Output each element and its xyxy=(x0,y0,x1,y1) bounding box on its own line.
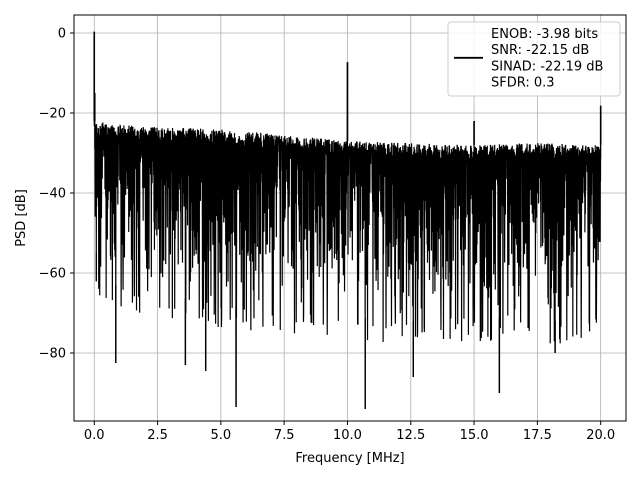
y-tick-label: −20 xyxy=(39,107,66,122)
x-tick-label: 0.0 xyxy=(84,428,105,443)
x-tick-label: 5.0 xyxy=(211,428,232,443)
y-tick-label: −40 xyxy=(39,187,66,202)
x-tick-label: 2.5 xyxy=(147,428,168,443)
y-tick-label: 0 xyxy=(58,27,66,42)
y-axis-label: PSD [dB] xyxy=(14,189,29,247)
x-axis-label: Frequency [MHz] xyxy=(295,451,404,466)
legend: ENOB: -3.98 bits SNR: -22.15 dB SINAD: -22… xyxy=(447,21,621,97)
x-tick-label: 10.0 xyxy=(333,428,362,443)
legend-entry-label: ENOB: -3.98 bits SNR: -22.15 dB SINAD: -22… xyxy=(491,27,603,91)
y-tick-label: −80 xyxy=(39,347,66,362)
y-axis-ticks: 0 −20 −40 −60 −80 xyxy=(39,27,74,362)
y-tick-label: −60 xyxy=(39,267,66,282)
x-tick-label: 15.0 xyxy=(460,428,489,443)
x-tick-label: 12.5 xyxy=(396,428,425,443)
x-tick-label: 20.0 xyxy=(586,428,615,443)
x-tick-label: 7.5 xyxy=(274,428,295,443)
legend-box xyxy=(447,21,621,97)
axes-frame xyxy=(73,14,627,422)
x-axis-ticks: 0.0 2.5 5.0 7.5 10.0 12.5 15.0 17.5 20.0 xyxy=(84,421,615,443)
x-tick-label: 17.5 xyxy=(523,428,552,443)
plot-area xyxy=(93,31,602,410)
